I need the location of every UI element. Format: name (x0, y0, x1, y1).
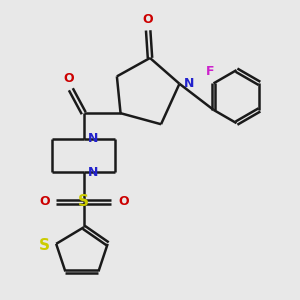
Text: F: F (206, 65, 214, 78)
Text: N: N (88, 133, 98, 146)
Text: S: S (78, 194, 89, 209)
Text: O: O (143, 13, 154, 26)
Text: N: N (184, 77, 194, 90)
Text: N: N (88, 166, 98, 178)
Text: O: O (118, 195, 129, 208)
Text: O: O (64, 72, 74, 85)
Text: O: O (39, 195, 50, 208)
Text: S: S (38, 238, 50, 253)
